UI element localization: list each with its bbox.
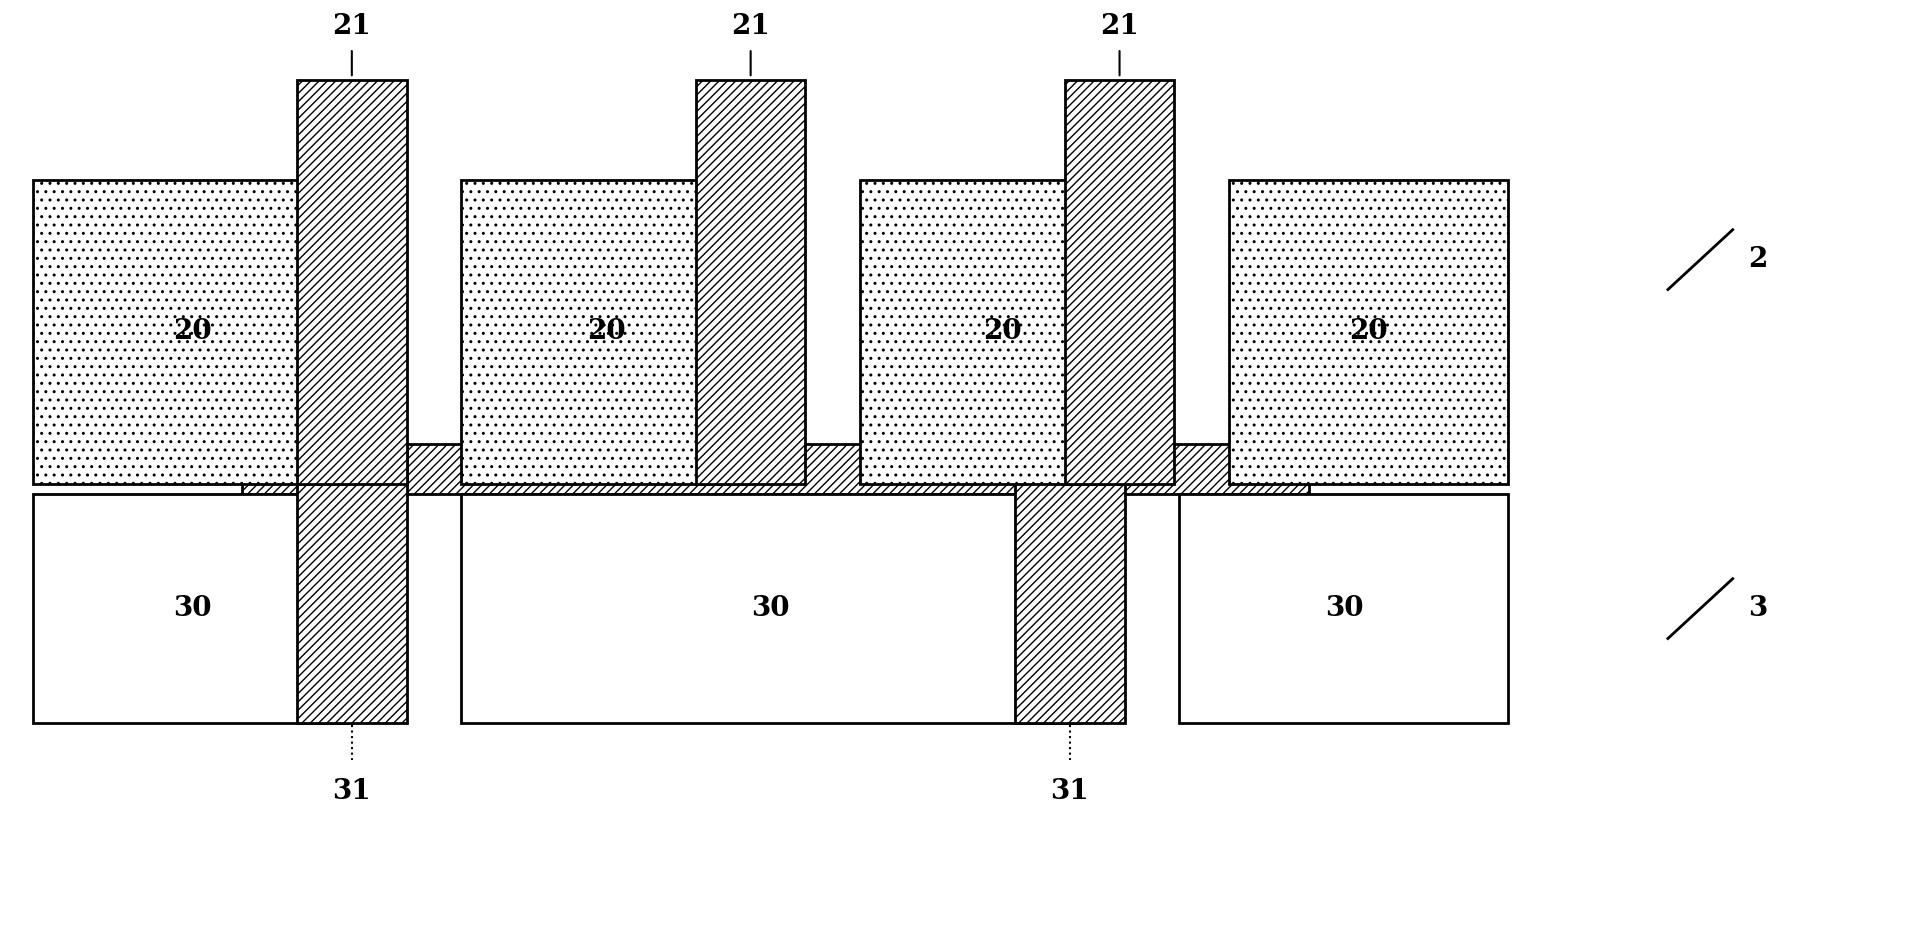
Text: 21: 21 bbox=[1099, 13, 1140, 40]
Text: 31: 31 bbox=[1051, 778, 1090, 805]
Text: 30: 30 bbox=[752, 595, 790, 622]
Text: 20: 20 bbox=[983, 318, 1022, 346]
Text: 21: 21 bbox=[732, 13, 771, 40]
Text: 20: 20 bbox=[174, 318, 213, 346]
Bar bbox=[860, 180, 1144, 484]
Text: 31: 31 bbox=[332, 778, 371, 805]
Bar bbox=[298, 80, 406, 484]
Text: 30: 30 bbox=[174, 595, 211, 622]
Text: 21: 21 bbox=[332, 13, 371, 40]
Text: 20: 20 bbox=[587, 318, 626, 346]
Bar bbox=[462, 180, 752, 484]
Bar bbox=[1014, 444, 1124, 723]
Bar bbox=[1065, 80, 1175, 484]
Text: 30: 30 bbox=[1325, 595, 1364, 622]
Bar bbox=[462, 494, 1080, 723]
Bar bbox=[242, 444, 1310, 494]
Bar bbox=[33, 494, 352, 723]
Text: 20: 20 bbox=[1349, 318, 1387, 346]
Bar bbox=[1179, 494, 1509, 723]
Bar bbox=[298, 444, 406, 723]
Bar bbox=[1229, 180, 1509, 484]
Bar bbox=[33, 180, 352, 484]
Text: 3: 3 bbox=[1748, 595, 1768, 622]
Text: 2: 2 bbox=[1748, 246, 1768, 273]
Bar bbox=[696, 80, 806, 484]
